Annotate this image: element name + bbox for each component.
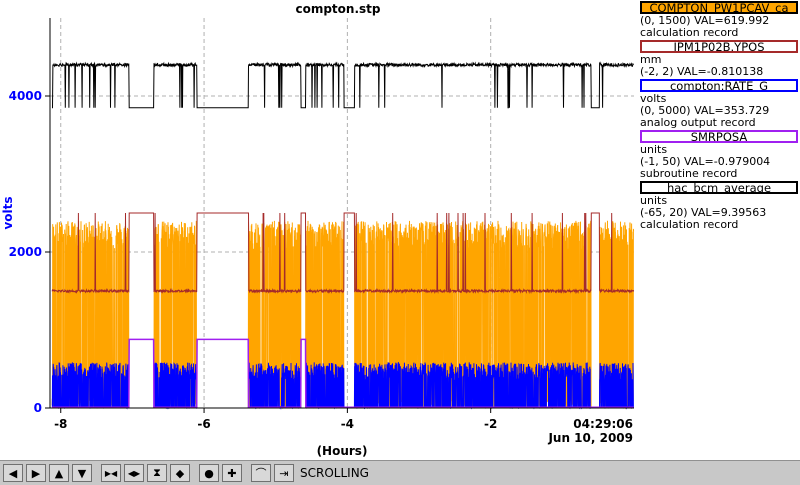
legend-unit: units: [640, 143, 668, 156]
date-label: Jun 10, 2009: [547, 431, 633, 445]
legend-kind: calculation record: [640, 26, 739, 39]
legend-unit: units: [640, 194, 668, 207]
toolbar-status: SCROLLING: [300, 466, 369, 480]
legend-swatch-hac-bcm-average[interactable]: hac_bcm_average: [640, 181, 798, 194]
legend-label: SMRPOSA: [642, 132, 796, 141]
zoom-out-x-icon: ◀▶: [127, 468, 141, 478]
legend-kind: calculation record: [640, 218, 739, 231]
scroll-up-icon: ▲: [54, 466, 64, 480]
zoom-in-x-button[interactable]: ▶◀: [101, 464, 121, 482]
strip-chart: compton.stp -8 -6 -4 -2 0 2000 4000 volts (Hou…: [1, 2, 635, 458]
legend-range: (0, 5000) VAL=353.729: [640, 104, 770, 117]
scroll-left-button[interactable]: ◀: [3, 464, 23, 482]
series-line-ipm1p02b: [51, 212, 635, 295]
series-line-compton-rate-g: [51, 361, 635, 410]
y-tick-label: 4000: [9, 89, 42, 103]
x-tick-label: -2: [484, 417, 497, 431]
legend-range: (-65, 20) VAL=9.39563: [640, 206, 767, 219]
zoom-in-y-button[interactable]: ⧗: [147, 464, 167, 482]
legend-entry-compton-rate-g[interactable]: compton:RATE_G volts (0, 5000) VAL=353.7…: [638, 79, 800, 129]
x-tick-label: -8: [54, 417, 67, 431]
scroll-left-icon: ◀: [8, 466, 18, 480]
legend-kind: subroutine record: [640, 167, 738, 180]
legend-kind: analog output record: [640, 116, 756, 129]
config-button[interactable]: ⌒: [251, 464, 271, 482]
legend-label: hac_bcm_average: [642, 183, 796, 192]
legend-entry-compton-pw1pcav[interactable]: COMPTON_PW1PCAV_ca (0, 1500) VAL=619.992…: [638, 1, 800, 39]
legend-range: (0, 1500) VAL=619.992: [640, 14, 770, 27]
scroll-now-button[interactable]: ⇥: [274, 464, 294, 482]
zoom-out-y-icon: ◆: [175, 466, 185, 480]
config-icon: ⌒: [255, 467, 267, 480]
scroll-right-button[interactable]: ▶: [26, 464, 46, 482]
legend-entry-hac-bcm-average[interactable]: hac_bcm_average units (-65, 20) VAL=9.39…: [638, 181, 800, 231]
auto-scale-button[interactable]: ●: [199, 464, 219, 482]
zoom-in-y-icon: ⧗: [153, 466, 161, 479]
zoom-out-y-button[interactable]: ◆: [170, 464, 190, 482]
toolbar: ◀ ▶ ▲ ▼ ▶◀ ◀▶ ⧗ ◆ ● ✚ ⌒ ⇥ SCROLLING: [0, 460, 800, 485]
legend-swatch-ipm1p02b[interactable]: IPM1P02B.YPOS: [640, 40, 798, 53]
add-pv-button[interactable]: ✚: [222, 464, 242, 482]
legend-label: IPM1P02B.YPOS: [642, 42, 796, 51]
x-axis-label: (Hours): [317, 444, 368, 458]
legend-range: (-1, 50) VAL=-0.979004: [640, 155, 771, 168]
series-line-smrposa: [52, 338, 634, 408]
legend-swatch-compton-rate-g[interactable]: compton:RATE_G: [640, 79, 798, 92]
x-tick-label: -6: [197, 417, 210, 431]
legend-swatch-compton-pw1pcav[interactable]: COMPTON_PW1PCAV_ca: [640, 1, 798, 14]
plot-lines: [51, 61, 635, 410]
legend: COMPTON_PW1PCAV_ca (0, 1500) VAL=619.992…: [638, 0, 800, 231]
scroll-now-icon: ⇥: [279, 466, 289, 480]
y-tick-label: 2000: [9, 245, 42, 259]
zoom-in-x-icon: ▶◀: [104, 468, 118, 478]
scroll-down-icon: ▼: [77, 466, 87, 480]
legend-unit: volts: [640, 92, 667, 105]
add-pv-icon: ✚: [227, 466, 237, 480]
chart-title: compton.stp: [295, 2, 380, 16]
legend-swatch-smrposa[interactable]: SMRPOSA: [640, 130, 798, 143]
legend-entry-smrposa[interactable]: SMRPOSA units (-1, 50) VAL=-0.979004 sub…: [638, 130, 800, 180]
y-axis-label: volts: [1, 196, 15, 229]
x-tick-label: -4: [341, 417, 354, 431]
scroll-down-button[interactable]: ▼: [72, 464, 92, 482]
scroll-right-icon: ▶: [31, 466, 41, 480]
legend-unit: mm: [640, 53, 662, 66]
axes: -8 -6 -4 -2 0 2000 4000: [9, 18, 634, 431]
series-line-hac-bcm-average: [52, 61, 635, 109]
y-tick-label: 0: [34, 401, 42, 415]
legend-entry-ipm1p02b[interactable]: IPM1P02B.YPOS mm (-2, 2) VAL=-0.810138: [638, 40, 800, 78]
legend-range: (-2, 2) VAL=-0.810138: [640, 65, 764, 78]
toolbar-buttons: ◀ ▶ ▲ ▼ ▶◀ ◀▶ ⧗ ◆ ● ✚ ⌒ ⇥: [0, 464, 294, 482]
auto-scale-icon: ●: [204, 466, 214, 480]
scroll-up-button[interactable]: ▲: [49, 464, 69, 482]
zoom-out-x-button[interactable]: ◀▶: [124, 464, 144, 482]
time-label: 04:29:06: [573, 417, 633, 431]
legend-label: compton:RATE_G: [642, 81, 796, 90]
